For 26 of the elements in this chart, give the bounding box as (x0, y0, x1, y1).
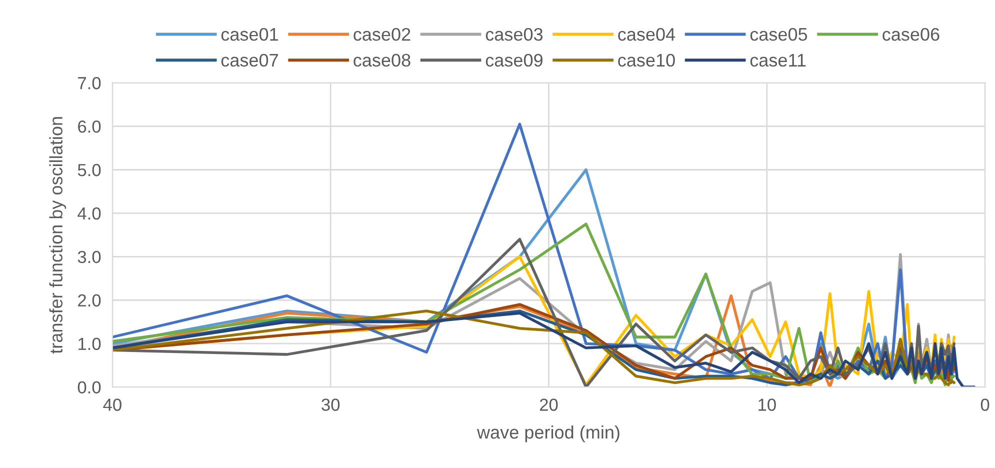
legend-label: case05 (750, 28, 808, 41)
x-tick-label: 20 (540, 398, 558, 411)
legend-label: case02 (354, 28, 410, 41)
y-tick-label: 0.0 (78, 381, 101, 394)
y-tick-label: 5.0 (78, 164, 101, 176)
legend-label: case09 (486, 54, 542, 67)
legend-label: case08 (354, 54, 410, 67)
y-tick-label: 4.0 (78, 207, 101, 220)
y-tick-label: 2.0 (78, 294, 101, 307)
legend-label: case01 (221, 28, 278, 41)
x-tick-label: 40 (103, 398, 122, 411)
y-tick-label: 1.0 (78, 338, 101, 350)
x-axis-title: wave period (min) (476, 425, 620, 442)
y-tick-label: 3.0 (78, 250, 101, 264)
x-tick-label: 0 (980, 398, 990, 411)
legend-label: case04 (618, 28, 676, 41)
legend-label: case06 (882, 28, 940, 41)
legend-label: case11 (750, 54, 806, 67)
y-tick-label: 6.0 (78, 120, 101, 133)
y-tick-label: 7.0 (78, 77, 101, 90)
y-axis-title: transfer function by oscillation (49, 117, 66, 354)
x-tick-label: 10 (758, 398, 776, 411)
legend-label: case07 (221, 54, 278, 67)
legend-label: case10 (618, 54, 675, 67)
legend-label: case03 (486, 28, 543, 41)
x-tick-label: 30 (322, 398, 340, 411)
